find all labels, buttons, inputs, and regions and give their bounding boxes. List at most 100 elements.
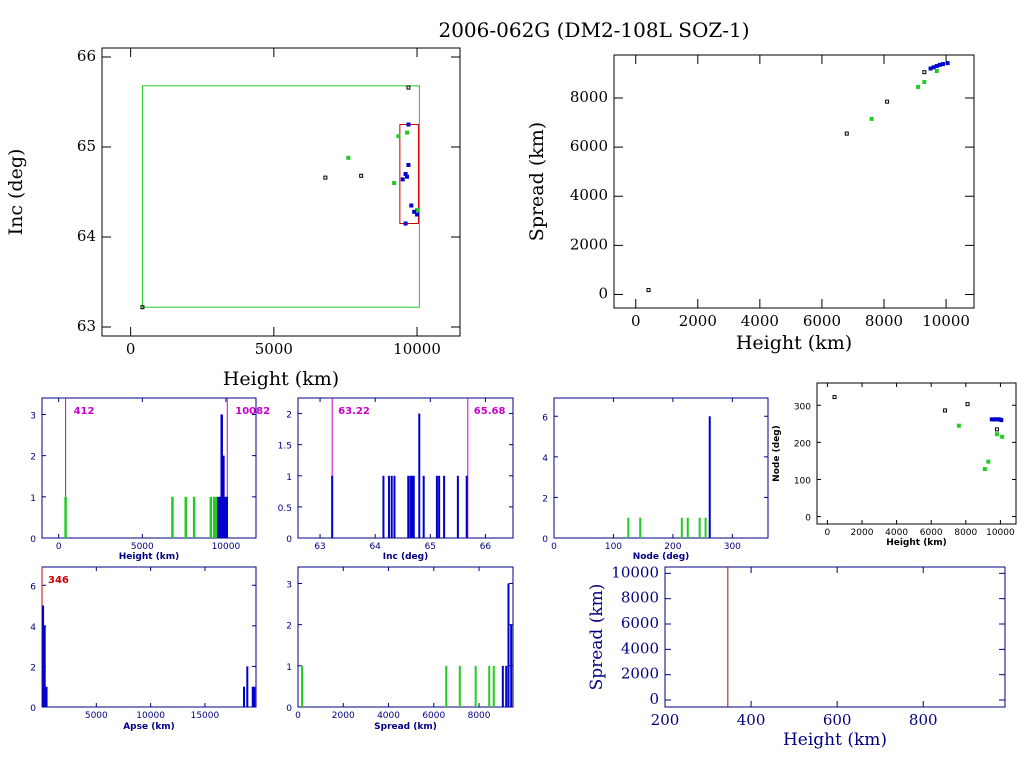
hist-bar bbox=[43, 625, 46, 707]
y-tick-label: 65 bbox=[77, 137, 96, 155]
y-tick-label: 0 bbox=[286, 704, 292, 714]
data-point bbox=[965, 402, 970, 407]
hist-bar bbox=[411, 475, 414, 538]
chart-inc-height: 0 5000 10000 63 64 65 66 Height (km) Inc (deg) bbox=[5, 47, 461, 390]
y-axis-label: Spread (km) bbox=[526, 122, 548, 241]
plot-frame bbox=[101, 47, 461, 337]
x-tick-label: 63 bbox=[314, 542, 325, 552]
hist-bar bbox=[209, 496, 213, 538]
data-point bbox=[956, 423, 961, 428]
y-tick-label: 4 bbox=[30, 623, 36, 633]
hist-bar bbox=[639, 517, 642, 538]
hist-bar bbox=[331, 475, 334, 538]
x-tick-label: 65 bbox=[425, 542, 436, 552]
x-axis-label: Spread (km) bbox=[374, 722, 437, 732]
y-tick-label: 63 bbox=[77, 317, 96, 335]
data-point bbox=[832, 395, 837, 400]
y-tick-label: 0 bbox=[805, 514, 811, 524]
y-tick-label: 0.5 bbox=[278, 504, 292, 514]
y-tick-label: 2 bbox=[30, 453, 36, 463]
x-tick-label: 66 bbox=[480, 542, 492, 552]
data-point bbox=[994, 432, 999, 437]
x-tick-label: 8000 bbox=[468, 711, 491, 721]
x-axis-label: Height (km) bbox=[886, 538, 947, 548]
y-tick-label: 1 bbox=[30, 494, 36, 504]
data-point bbox=[405, 174, 410, 179]
data-point bbox=[844, 131, 849, 136]
hist-bar bbox=[505, 665, 508, 707]
x-tick-label: 2000 bbox=[851, 528, 874, 538]
data-point bbox=[994, 427, 999, 432]
x-tick-label: 100 bbox=[605, 542, 622, 552]
x-tick-label: 0 bbox=[631, 312, 641, 330]
plot-frame bbox=[297, 566, 514, 708]
data-point bbox=[922, 80, 927, 85]
y-tick-label: 0 bbox=[286, 535, 292, 545]
chart-hist-inc: 63 64 65 66 0 0.5 1 1.5 2 Inc (deg) 63.22 65.68 bbox=[278, 397, 514, 562]
x-tick-label: 2000 bbox=[679, 312, 717, 330]
hist-bar bbox=[698, 517, 701, 538]
y-tick-label: 2 bbox=[286, 622, 292, 632]
range-box-green bbox=[141, 85, 420, 308]
hist-bar bbox=[393, 475, 396, 538]
data-point bbox=[922, 70, 927, 75]
x-axis-label: Height (km) bbox=[119, 552, 180, 562]
y-tick-label: 8000 bbox=[621, 589, 659, 607]
x-tick-label: 0 bbox=[551, 542, 557, 552]
y-tick-label: 0 bbox=[598, 284, 608, 302]
y-tick-label: 6000 bbox=[621, 614, 659, 632]
x-tick-label: 300 bbox=[724, 542, 741, 552]
y-tick-label: 2 bbox=[30, 663, 36, 673]
hist-bar bbox=[507, 583, 510, 707]
x-axis-label: Inc (deg) bbox=[383, 552, 428, 562]
data-point bbox=[943, 408, 948, 413]
hist-bar bbox=[418, 413, 421, 538]
y-tick-label: 0 bbox=[30, 535, 36, 545]
x-tick-label: 600 bbox=[823, 711, 852, 729]
hist-bar bbox=[251, 686, 254, 707]
hist-bar bbox=[171, 496, 174, 538]
y-tick-label: 0 bbox=[30, 704, 36, 714]
data-point bbox=[412, 209, 417, 214]
y-axis-label: Spread (km) bbox=[587, 584, 607, 691]
hist-bar bbox=[686, 517, 689, 538]
x-axis-label: Node (deg) bbox=[633, 552, 690, 562]
hist-bar bbox=[492, 665, 495, 707]
hist-bar bbox=[510, 624, 513, 707]
y-tick-label: 10000 bbox=[611, 563, 659, 581]
marker-label: 10082 bbox=[235, 406, 270, 417]
plot-frame bbox=[41, 566, 257, 708]
hist-bar bbox=[465, 475, 468, 538]
hist-bar bbox=[184, 496, 188, 538]
hist-bar bbox=[212, 496, 216, 538]
data-point bbox=[931, 65, 936, 70]
data-point bbox=[982, 467, 987, 472]
y-tick-label: 6 bbox=[30, 582, 36, 592]
x-axis-label: Height (km) bbox=[223, 368, 339, 390]
data-point bbox=[396, 134, 401, 139]
hist-bar bbox=[458, 665, 461, 707]
hist-bar bbox=[501, 665, 504, 707]
chart-hist-height: 0 5000 10000 0 1 2 3 Height (km) 412 10082 bbox=[30, 397, 270, 562]
hist-bar bbox=[382, 475, 385, 538]
x-tick-label: 4000 bbox=[377, 711, 400, 721]
plot-frame bbox=[816, 382, 1017, 525]
hist-bar bbox=[215, 496, 218, 538]
x-tick-label: 5000 bbox=[255, 340, 293, 358]
plot-frame bbox=[297, 397, 514, 539]
x-tick-label: 4000 bbox=[741, 312, 779, 330]
x-tick-label: 10000 bbox=[212, 542, 241, 552]
data-point bbox=[869, 116, 874, 121]
x-tick-label: 400 bbox=[737, 711, 766, 729]
hist-bar bbox=[253, 686, 256, 707]
data-point bbox=[885, 99, 890, 104]
hist-bar bbox=[243, 686, 246, 707]
x-tick-label: 4000 bbox=[885, 528, 908, 538]
x-tick-label: 15000 bbox=[191, 711, 220, 721]
chart-hist-node: 0 100 200 300 0 2 4 6 Node (deg) bbox=[542, 397, 769, 562]
data-point bbox=[928, 66, 933, 71]
data-point bbox=[646, 288, 651, 293]
data-point bbox=[415, 212, 420, 217]
data-point bbox=[400, 177, 405, 182]
marker-label: 346 bbox=[48, 575, 69, 586]
